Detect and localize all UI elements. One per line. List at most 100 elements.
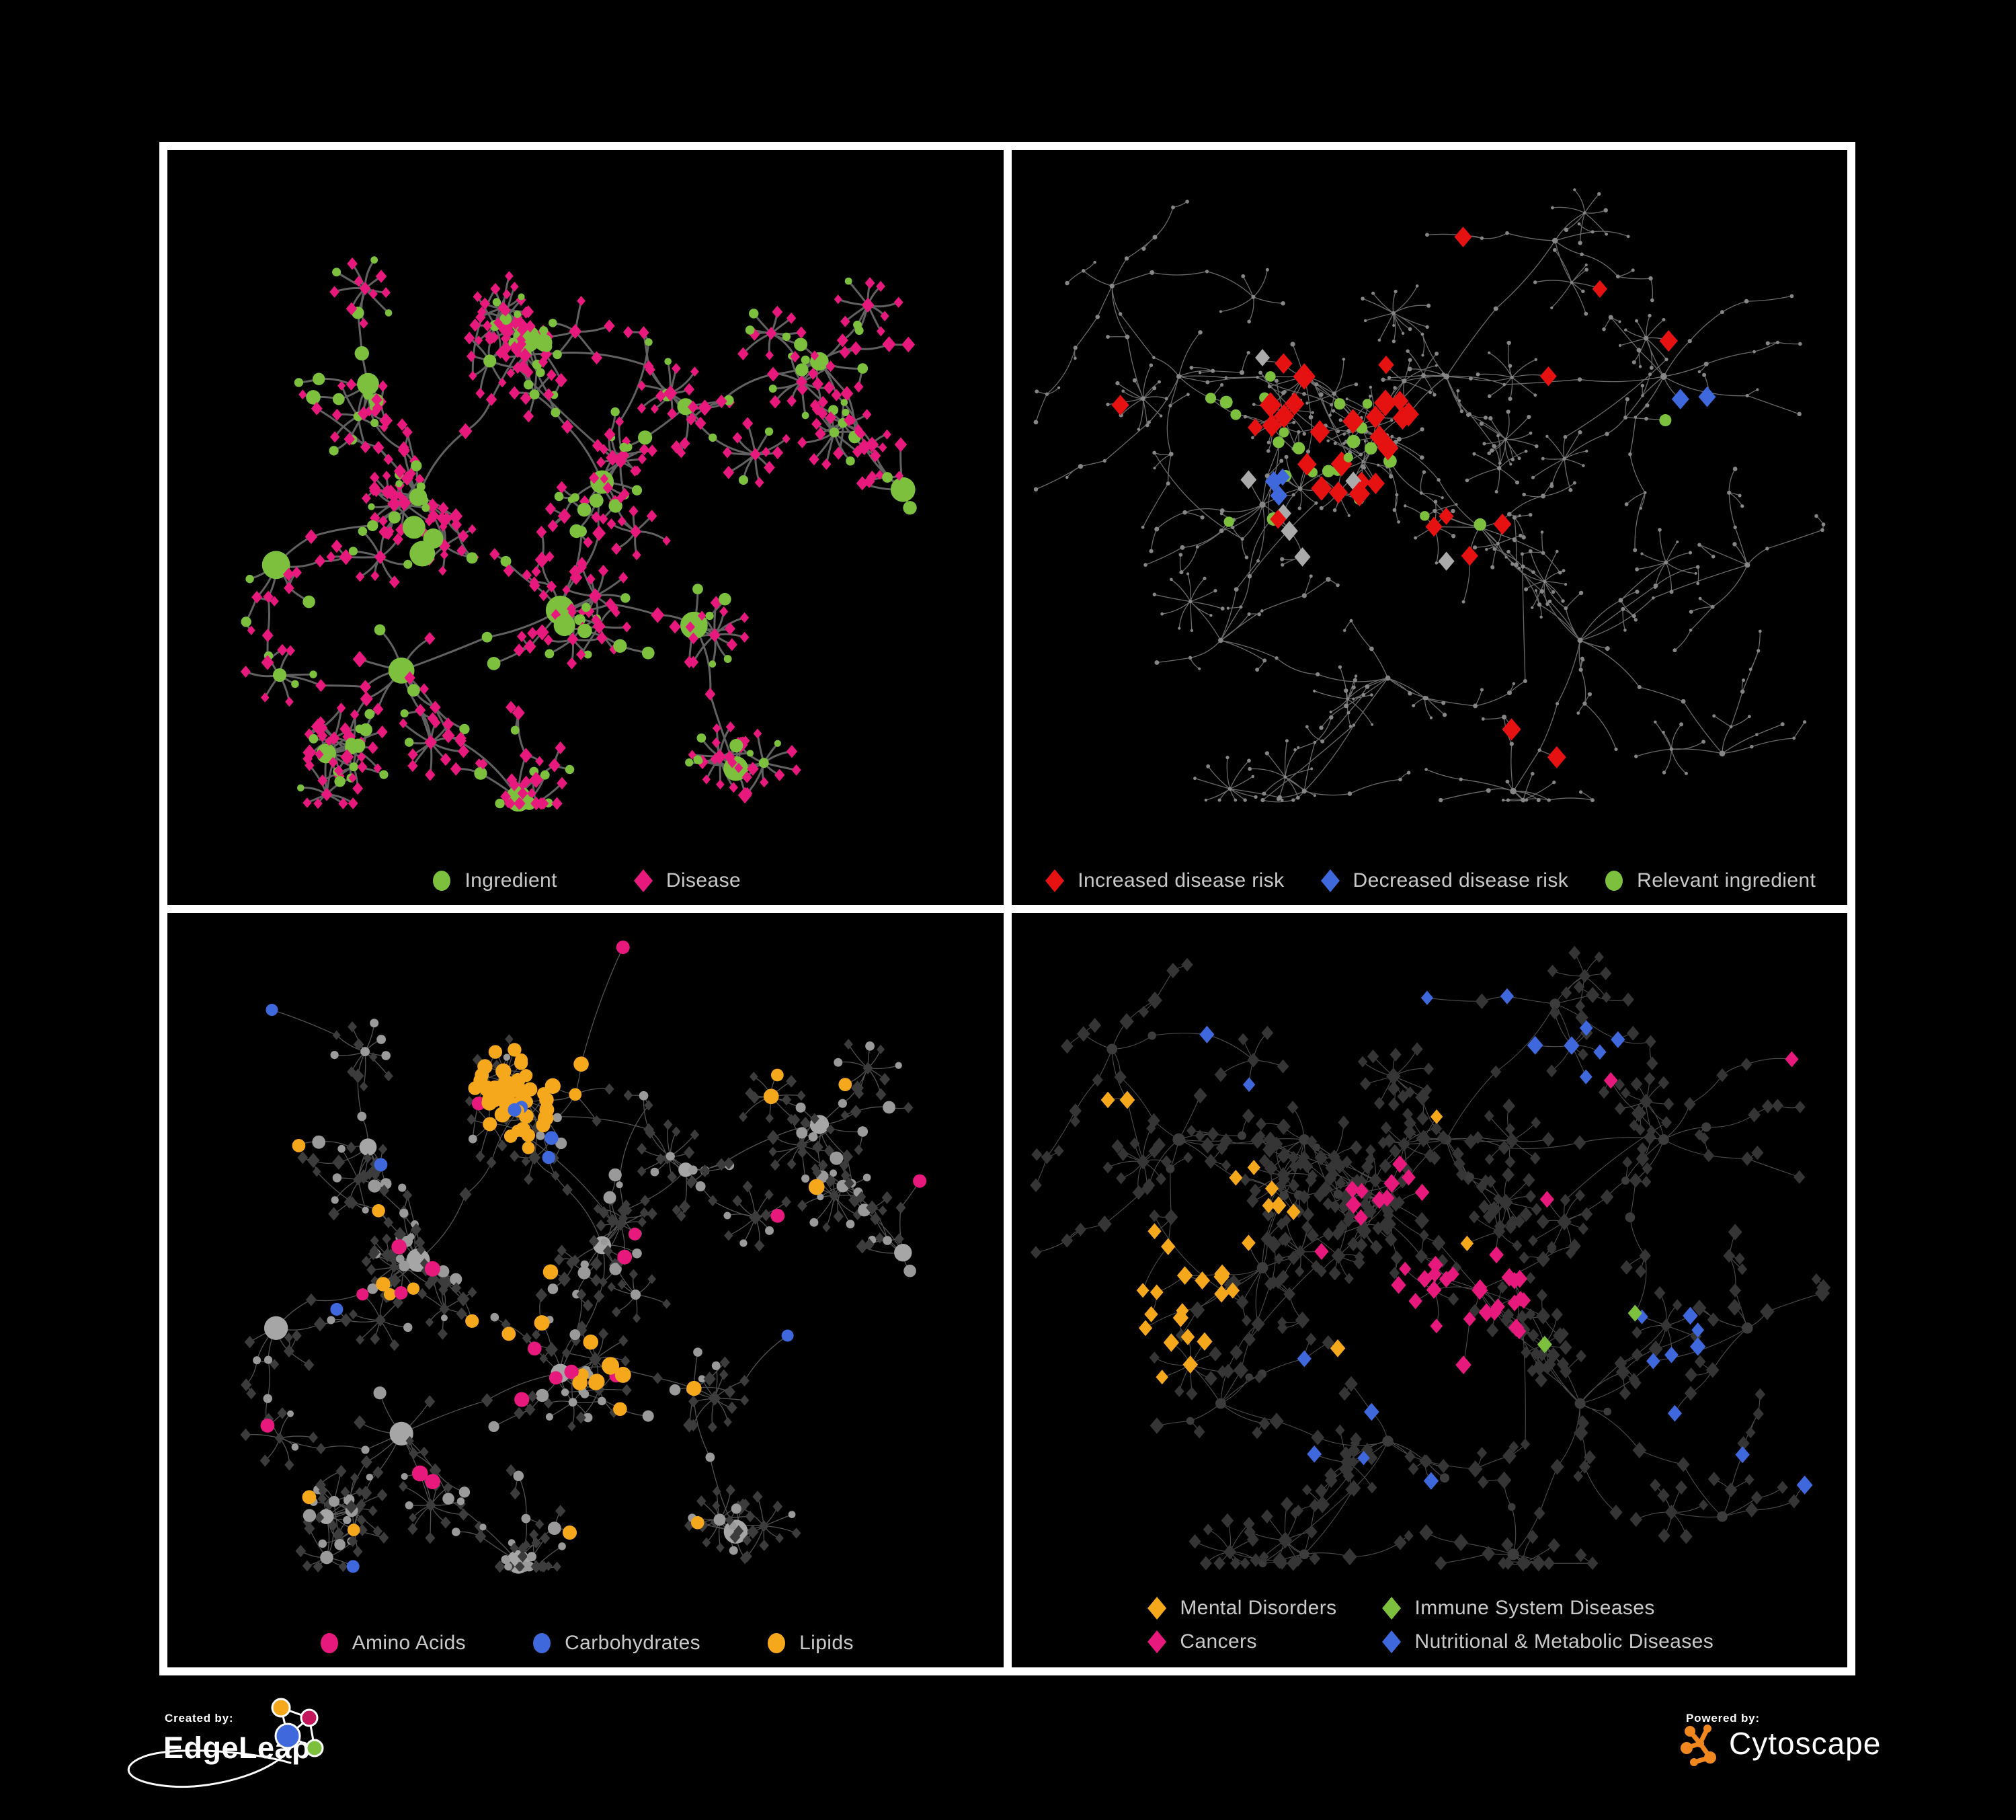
- network-node: [564, 1364, 579, 1379]
- network-node: [1431, 1234, 1445, 1251]
- network-node: [1424, 1148, 1437, 1162]
- network-node: [1200, 1136, 1215, 1154]
- network-node: [1687, 339, 1692, 344]
- network-node: [1255, 375, 1259, 379]
- network-node: [487, 656, 501, 670]
- network-node: [1741, 678, 1745, 682]
- network-node: [1506, 549, 1510, 554]
- network-node: [1532, 1359, 1546, 1376]
- network-node: [1073, 346, 1078, 350]
- network-node: [1506, 690, 1512, 696]
- network-node: [253, 1355, 261, 1364]
- network-node: [360, 1485, 372, 1500]
- network-node: [1292, 442, 1305, 454]
- network-node: [357, 1169, 370, 1184]
- network-node: [1416, 1269, 1433, 1288]
- network-node: [1363, 1402, 1379, 1421]
- network-node: [724, 1230, 733, 1241]
- network-node: [1603, 1407, 1611, 1415]
- network-node: [1564, 583, 1567, 586]
- disease-risk-legend: Increased disease risk Decreased disease …: [1012, 867, 1848, 894]
- network-node: [353, 1173, 364, 1185]
- network-node: [347, 257, 358, 270]
- network-node: [895, 471, 903, 481]
- network-node: [1308, 415, 1313, 420]
- network-node: [1343, 703, 1348, 709]
- network-node: [407, 1522, 418, 1535]
- network-node: [1172, 1308, 1188, 1327]
- network-node: [570, 493, 579, 502]
- network-node: [1364, 442, 1377, 455]
- network-node: [402, 426, 413, 438]
- network-node: [1328, 1149, 1340, 1164]
- network-edges: [245, 946, 920, 1569]
- created-by-label: Created by:: [165, 1712, 234, 1725]
- network-node: [1740, 1151, 1753, 1166]
- network-node: [1361, 1159, 1373, 1174]
- network-node: [663, 385, 678, 401]
- network-node: [1488, 416, 1493, 421]
- legend-item: Carbohydrates: [530, 1630, 700, 1657]
- network-node: [313, 1560, 323, 1573]
- network-node: [1065, 475, 1068, 479]
- network-node: [1258, 1154, 1271, 1168]
- network-node: [1697, 543, 1701, 547]
- network-node: [473, 291, 483, 303]
- network-node: [569, 1087, 582, 1101]
- network-node: [1747, 715, 1751, 719]
- network-node: [1438, 507, 1453, 525]
- network-node: [1512, 682, 1515, 686]
- network-node: [1472, 545, 1477, 550]
- network-node: [669, 619, 681, 634]
- network-node: [359, 282, 371, 296]
- network-node: [337, 381, 346, 391]
- network-node: [1689, 609, 1693, 614]
- network-node: [1649, 366, 1654, 370]
- network-node: [527, 1390, 538, 1402]
- network-node: [712, 1500, 721, 1511]
- network-node: [1154, 660, 1159, 665]
- network-node: [1424, 233, 1429, 237]
- network-node: [678, 1162, 693, 1177]
- network-node: [1620, 1086, 1630, 1099]
- network-node: [722, 446, 733, 459]
- network-node: [443, 1481, 453, 1493]
- network-node: [503, 1129, 518, 1143]
- network-node: [546, 368, 557, 381]
- network-node: [894, 1232, 904, 1244]
- network-node: [1105, 402, 1110, 407]
- network-node: [844, 277, 852, 285]
- network-node: [370, 1018, 379, 1027]
- network-node: [1590, 230, 1595, 234]
- network-node: [602, 481, 613, 494]
- network-node: [467, 1113, 476, 1125]
- network-node: [1316, 1264, 1327, 1277]
- network-node: [555, 741, 566, 754]
- network-node: [1615, 1363, 1630, 1380]
- network-node: [1342, 409, 1363, 434]
- network-node: [567, 1421, 576, 1431]
- network-node: [1414, 1183, 1429, 1201]
- network-node: [1613, 747, 1618, 752]
- network-node: [522, 569, 532, 581]
- network-node: [577, 1320, 588, 1333]
- network-node: [393, 1226, 407, 1242]
- network-node: [1229, 1556, 1241, 1569]
- network-node: [791, 764, 801, 776]
- network-node: [251, 590, 263, 604]
- network-node: [1246, 1193, 1258, 1208]
- network-node: [524, 639, 536, 654]
- network-node: [1453, 1156, 1465, 1171]
- network-node: [529, 389, 540, 400]
- network-node: [516, 1561, 525, 1571]
- network-node: [762, 446, 770, 457]
- network-node: [1537, 1335, 1552, 1353]
- network-node: [359, 1138, 377, 1156]
- network-node: [1484, 547, 1488, 551]
- network-node: [1750, 1145, 1763, 1160]
- network-node: [334, 776, 346, 787]
- network-node: [1188, 1534, 1201, 1548]
- network-node: [576, 557, 588, 570]
- legend-item: Mental Disorders: [1145, 1595, 1336, 1622]
- network-node: [399, 1208, 409, 1218]
